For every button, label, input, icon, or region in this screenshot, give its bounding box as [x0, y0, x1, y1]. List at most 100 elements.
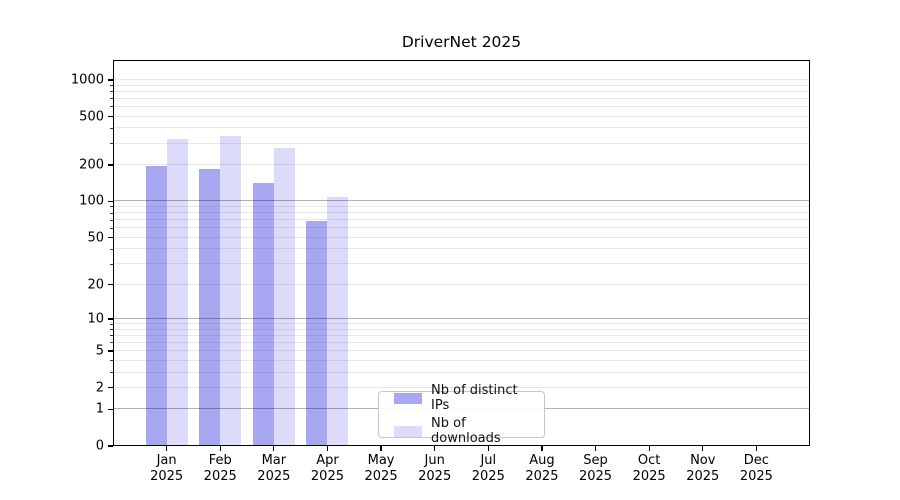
x-tick-mark — [541, 446, 543, 451]
gridline — [113, 90, 810, 92]
x-tick-year: 2025 — [364, 468, 398, 484]
legend-label-distinct-ips: Nb of distinct IPs — [431, 383, 518, 413]
legend-label-downloads: Nb of downloads — [431, 416, 501, 446]
y-tick-mark — [107, 284, 113, 286]
x-tick-month: Jul — [480, 453, 497, 468]
x-tick-label: Jan 2025 — [150, 453, 183, 485]
legend-swatch-distinct-ips — [394, 392, 422, 404]
y-minor-tick-mark — [110, 106, 113, 108]
x-tick-mark — [273, 446, 275, 451]
gridline — [113, 227, 810, 229]
bar-downloads-apr — [327, 197, 349, 446]
y-minor-tick-mark — [110, 227, 113, 229]
x-tick-month: Dec — [743, 453, 769, 468]
y-minor-tick-mark — [110, 372, 113, 374]
y-minor-tick-mark — [110, 206, 113, 208]
x-tick-year: 2025 — [578, 468, 613, 484]
x-tick-label: Oct 2025 — [633, 453, 666, 485]
x-tick-month: Jan — [156, 453, 177, 468]
x-tick-mark — [487, 446, 489, 451]
x-tick-label: Feb 2025 — [204, 453, 237, 485]
plot-area: Nb of distinct IPs Nb of downloads — [113, 60, 810, 446]
x-tick-mark — [702, 446, 704, 451]
bar-distinct-ips-apr — [306, 220, 328, 446]
x-tick-mark — [648, 446, 650, 451]
gridline — [113, 78, 810, 80]
y-minor-tick-mark — [110, 85, 113, 87]
gridline — [113, 283, 810, 285]
y-tick-mark — [107, 387, 113, 389]
x-tick-label: Jun 2025 — [418, 453, 451, 485]
y-tick-label: 50 — [87, 230, 104, 246]
y-tick-mark — [107, 164, 113, 166]
gridline — [113, 84, 810, 86]
gridline — [113, 212, 810, 214]
gridline — [113, 127, 810, 129]
gridline — [113, 334, 810, 336]
y-minor-tick-mark — [110, 263, 113, 265]
y-minor-tick-mark — [110, 323, 113, 325]
x-tick-mark — [166, 446, 168, 451]
gridline — [113, 206, 810, 207]
y-tick-label: 20 — [87, 277, 104, 293]
gridline — [113, 200, 810, 202]
y-tick-label: 5 — [95, 343, 104, 359]
bar-distinct-ips-jan — [145, 166, 167, 446]
gridline — [113, 386, 810, 388]
x-tick-year: 2025 — [150, 468, 184, 484]
x-tick-year: 2025 — [686, 468, 720, 484]
y-minor-tick-mark — [110, 212, 113, 214]
y-tick-label: 500 — [79, 109, 104, 125]
gridline — [113, 350, 810, 352]
y-tick-mark — [107, 445, 113, 447]
x-tick-year: 2025 — [310, 468, 344, 484]
y-tick-mark — [107, 200, 113, 203]
legend-item-downloads: Nb of downloads — [394, 416, 536, 446]
bar-distinct-ips-feb — [199, 168, 221, 446]
x-tick-month: Feb — [208, 453, 232, 468]
gridline — [113, 236, 810, 238]
x-tick-month: Nov — [690, 453, 716, 468]
x-tick-label: Apr 2025 — [311, 453, 344, 485]
y-tick-label: 0 — [95, 438, 104, 454]
x-tick-label: Nov 2025 — [686, 453, 719, 485]
y-tick-mark — [107, 79, 113, 81]
x-tick-label: Dec 2025 — [740, 453, 773, 485]
bar-downloads-jan — [166, 138, 188, 446]
x-tick-year: 2025 — [632, 468, 666, 484]
gridline — [113, 97, 810, 99]
bars-layer — [113, 60, 810, 446]
x-tick-month: Aug — [529, 453, 555, 468]
gridline — [113, 359, 810, 361]
x-tick-label: Jul 2025 — [472, 453, 505, 485]
y-tick-mark — [107, 116, 113, 118]
gridline — [113, 142, 810, 144]
x-tick-year: 2025 — [525, 468, 559, 484]
x-tick-mark — [755, 446, 757, 451]
legend-item-distinct-ips: Nb of distinct IPs — [394, 383, 536, 413]
y-tick-label: 10 — [87, 311, 104, 327]
x-tick-label: May 2025 — [365, 453, 398, 485]
gridline — [113, 164, 810, 166]
y-minor-tick-mark — [110, 360, 113, 362]
x-tick-year: 2025 — [471, 468, 505, 484]
x-tick-label: Aug 2025 — [525, 453, 558, 485]
x-tick-month: Jun — [424, 453, 445, 468]
legend-swatch-downloads — [394, 425, 422, 437]
y-minor-tick-mark — [110, 143, 113, 145]
y-minor-tick-mark — [110, 342, 113, 344]
x-tick-month: Sep — [583, 453, 608, 468]
x-tick-month: May — [367, 453, 395, 468]
gridline — [113, 263, 810, 265]
x-tick-mark — [434, 446, 436, 451]
x-tick-year: 2025 — [739, 468, 773, 484]
gridline — [113, 105, 810, 107]
gridline — [113, 371, 810, 373]
bar-distinct-ips-mar — [252, 182, 274, 446]
x-tick-mark — [219, 446, 221, 451]
x-tick-month: Mar — [261, 453, 287, 468]
x-tick-mark — [380, 446, 382, 451]
y-tick-mark — [107, 350, 113, 352]
y-minor-tick-mark — [110, 91, 113, 93]
